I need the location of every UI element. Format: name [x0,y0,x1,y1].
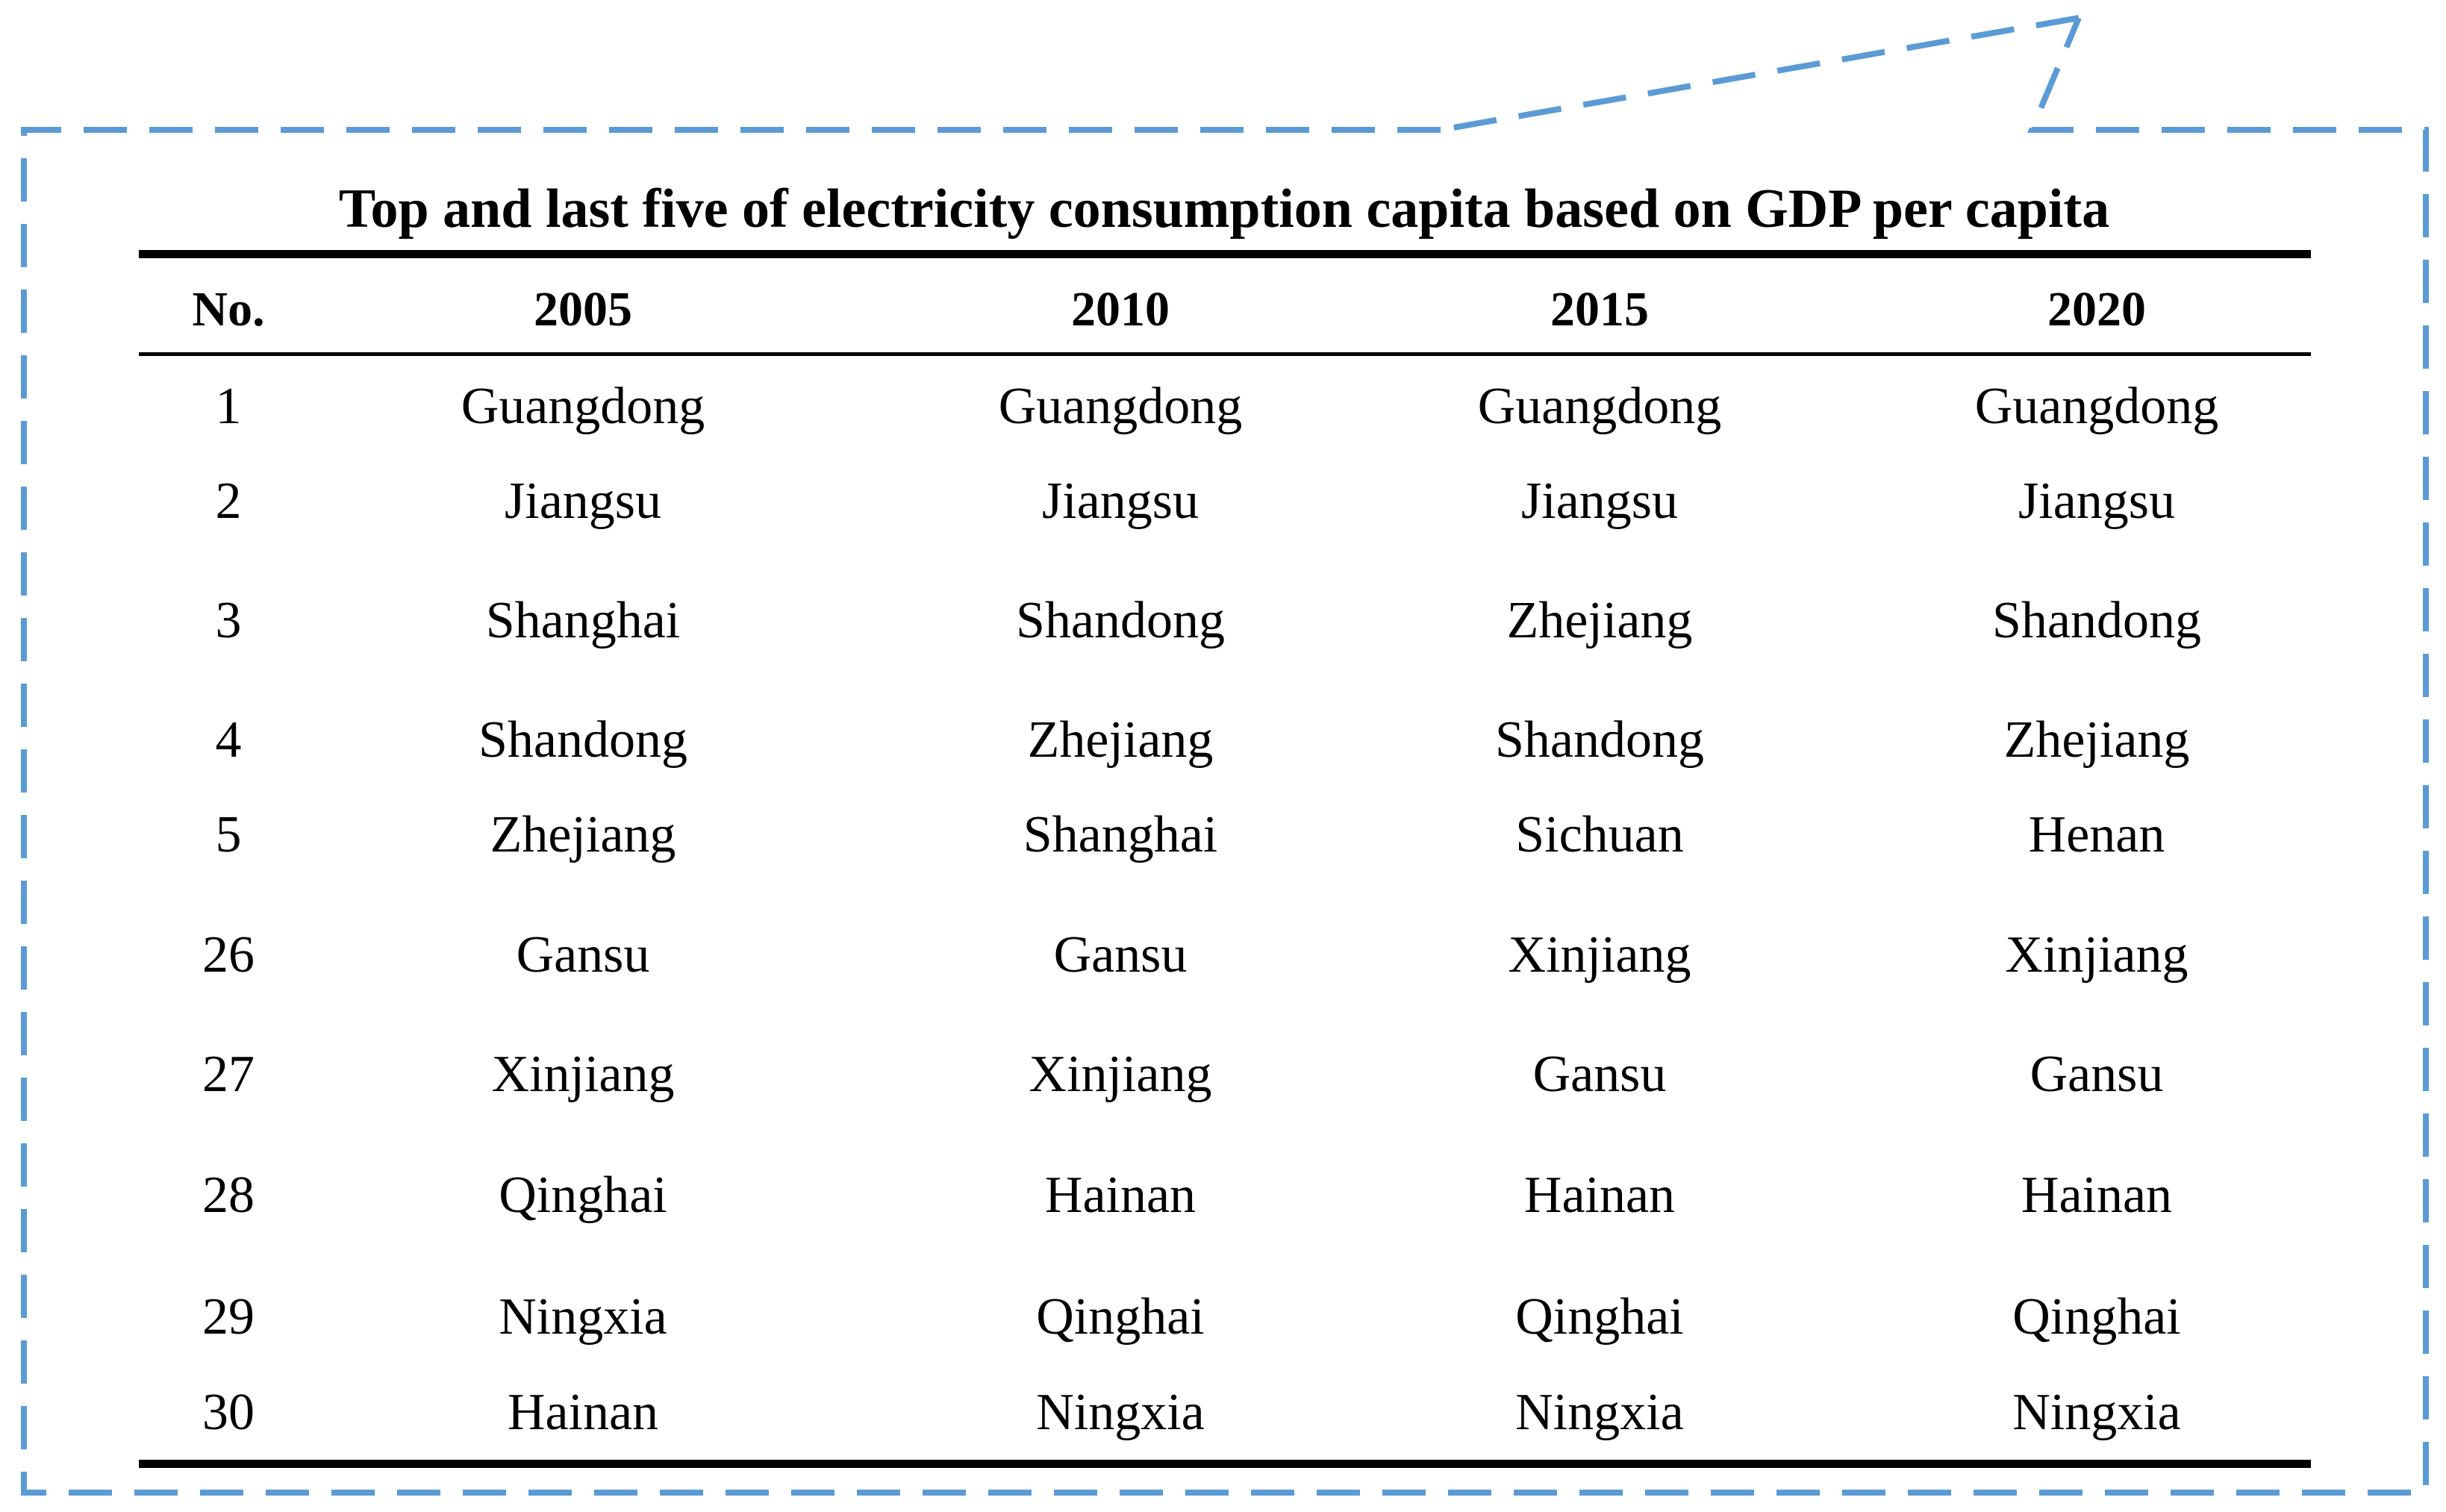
rank-cell: 28 [202,1166,255,1224]
cell-2010: Xinjiang [1029,1046,1212,1103]
rank-cell: 5 [215,806,242,863]
cell-2010: Shanghai [1023,806,1218,863]
cell-2010: Hainan [1044,1166,1197,1224]
cell-2015: Shandong [1495,711,1704,769]
rank-cell: 26 [202,926,255,984]
table-row: 28 Qinghai Hainan Hainan Hainan [0,1158,2446,1233]
cell-2020: Ningxia [2012,1384,2181,1441]
cell-2020: Qinghai [2012,1288,2181,1346]
rank-cell: 3 [215,592,242,649]
table-row: 29 Ningxia Qinghai Qinghai Qinghai [0,1280,2446,1355]
table-title: Top and last five of electricity consump… [338,178,2110,240]
table-row: 26 Gansu Gansu Xinjiang Xinjiang [0,918,2446,993]
table-row: 30 Hainan Ningxia Ningxia Ningxia [0,1375,2446,1450]
cell-2005: Zhejiang [490,806,676,863]
rank-cell: 30 [202,1384,255,1441]
cell-2005: Jiangsu [505,472,661,530]
column-header-2005: 2005 [534,282,632,337]
cell-2005: Gansu [516,926,650,984]
cell-2015: Guangdong [1477,378,1722,435]
cell-2015: Qinghai [1515,1288,1684,1346]
cell-2020: Hainan [2021,1166,2173,1224]
cell-2005: Qinghai [499,1166,667,1224]
cell-2010: Ningxia [1036,1384,1205,1441]
rank-cell: 27 [202,1046,255,1103]
header-rule [139,352,2311,356]
cell-2015: Xinjiang [1508,926,1691,984]
cell-2010: Zhejiang [1027,711,1214,769]
table-row: 5 Zhejiang Shanghai Sichuan Henan [0,798,2446,872]
cell-2015: Ningxia [1515,1384,1684,1441]
cell-2005: Shandong [478,711,687,769]
cell-2015: Zhejiang [1506,592,1693,649]
cell-2005: Shanghai [485,592,681,649]
cell-2015: Jiangsu [1521,472,1678,530]
cell-2015: Gansu [1532,1046,1667,1103]
table-row: 1 Guangdong Guangdong Guangdong Guangdon… [0,369,2446,444]
table-row: 4 Shandong Zhejiang Shandong Zhejiang [0,703,2446,778]
rank-cell: 29 [202,1288,255,1346]
column-header-no: No. [192,282,265,337]
cell-2020: Henan [2028,806,2165,863]
column-header-2020: 2020 [2047,282,2146,337]
cell-2020: Zhejiang [2003,711,2190,769]
cell-2010: Qinghai [1036,1288,1205,1346]
cell-2020: Jiangsu [2018,472,2175,530]
bottom-rule [139,1460,2311,1468]
table-row: 27 Xinjiang Xinjiang Gansu Gansu [0,1037,2446,1112]
cell-2020: Guangdong [1974,378,2219,435]
cell-2020: Shandong [1992,592,2201,649]
cell-2010: Jiangsu [1042,472,1199,530]
cell-2015: Sichuan [1515,806,1684,863]
column-header-2015: 2015 [1550,282,1649,337]
top-rule [139,250,2311,258]
cell-2005: Ningxia [499,1288,667,1346]
cell-2020: Xinjiang [2005,926,2188,984]
table-row: 3 Shanghai Shandong Zhejiang Shandong [0,584,2446,658]
rank-cell: 4 [215,711,242,769]
cell-2005: Hainan [507,1384,659,1441]
cell-2010: Gansu [1053,926,1188,984]
cell-2010: Guangdong [998,378,1243,435]
rank-cell: 1 [215,378,242,435]
rank-cell: 2 [215,472,242,530]
cell-2010: Shandong [1016,592,1225,649]
cell-2005: Guangdong [461,378,705,435]
column-header-2010: 2010 [1071,282,1170,337]
cell-2005: Xinjiang [491,1046,675,1103]
cell-2015: Hainan [1523,1166,1676,1224]
cell-2020: Gansu [2030,1046,2164,1103]
table-row: 2 Jiangsu Jiangsu Jiangsu Jiangsu [0,464,2446,539]
